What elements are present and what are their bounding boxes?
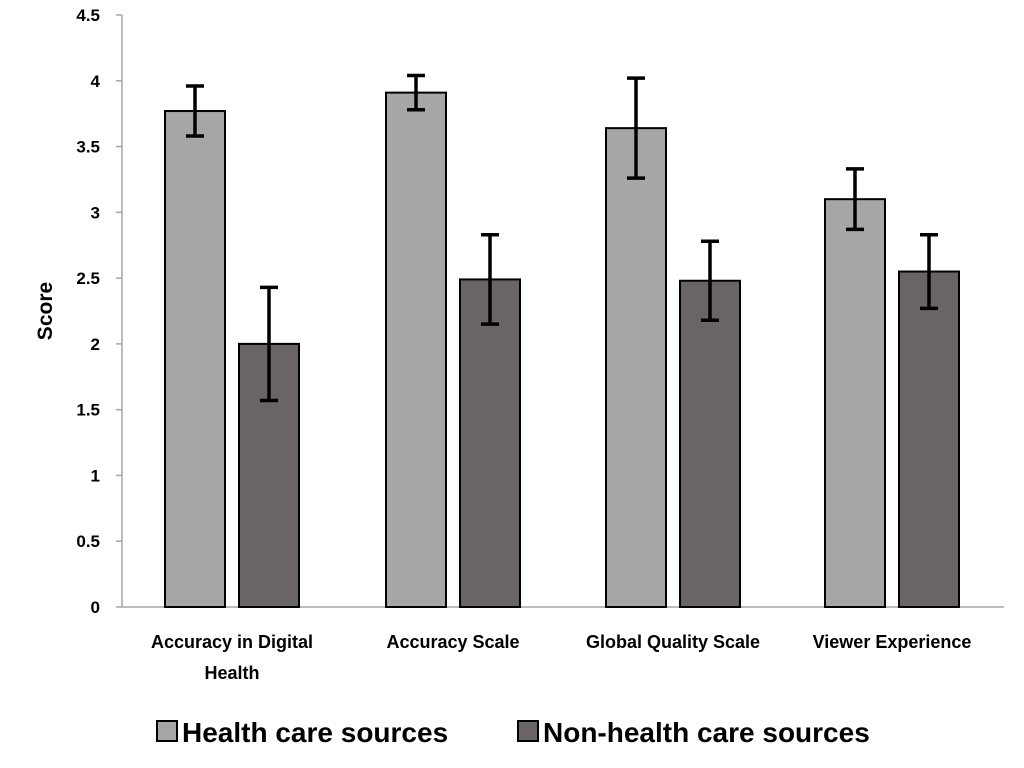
legend-label: Non-health care sources [543, 717, 870, 748]
legend-swatch [156, 720, 178, 742]
y-tick-label: 0 [91, 598, 100, 617]
bar-health-care-2 [605, 127, 667, 608]
bar-health-care-1 [385, 91, 447, 608]
bar-health-care-3 [824, 198, 886, 609]
y-axis-title: Score [34, 282, 57, 340]
labels-layer: 0 0.5 1 1.5 2 2.5 3 3.5 4 4.5 Score Accuracy in Dig… [34, 6, 971, 683]
y-tick-label: 1 [91, 466, 100, 485]
error-bars-layer [186, 73, 938, 403]
y-tick-label: 4.5 [76, 6, 100, 25]
bars-layer [164, 91, 960, 609]
x-category-label: Viewer Experience [813, 632, 972, 652]
x-category-label: Accuracy in Digital [151, 632, 313, 652]
bar-non-health-care-1 [459, 278, 521, 608]
y-tick-label: 0.5 [76, 532, 100, 551]
x-category-label: Global Quality Scale [586, 632, 760, 652]
x-category-label: Health [204, 663, 259, 683]
y-tick-label: 2.5 [76, 269, 100, 288]
y-tick-label: 1.5 [76, 401, 100, 420]
bar-non-health-care-2 [679, 279, 741, 608]
y-tick-label: 3 [91, 203, 100, 222]
y-tick-label: 3.5 [76, 138, 100, 157]
bar-health-care-0 [164, 110, 226, 608]
legend-swatch [517, 720, 539, 742]
y-tick-label: 4 [91, 72, 101, 91]
bar-non-health-care-3 [898, 270, 960, 608]
y-tick-label: 2 [91, 335, 100, 354]
legend: Health care sources Non-health care sourc… [156, 717, 870, 748]
legend-label: Health care sources [182, 717, 448, 748]
x-category-label: Accuracy Scale [386, 632, 519, 652]
